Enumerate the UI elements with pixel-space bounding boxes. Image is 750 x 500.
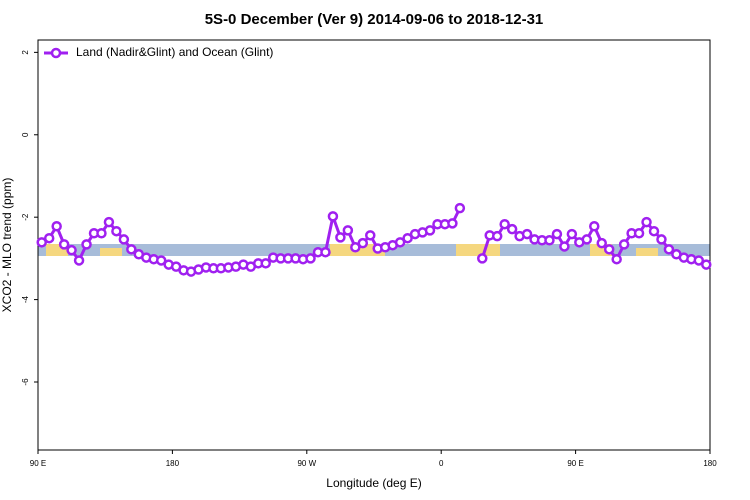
data-point — [357, 237, 369, 249]
data-point — [96, 228, 107, 239]
data-point — [641, 216, 652, 228]
data-point — [551, 228, 563, 240]
data-point — [103, 216, 115, 228]
data-point — [633, 228, 645, 239]
data-point — [350, 242, 361, 253]
legend-marker — [50, 47, 62, 59]
data-point — [73, 255, 85, 266]
data-point — [118, 234, 130, 245]
data-point — [51, 221, 62, 232]
data-point — [499, 218, 510, 230]
x-tick-label: 90 W — [297, 459, 316, 468]
data-point — [155, 255, 167, 266]
data-point — [36, 237, 47, 248]
data-point — [566, 228, 578, 240]
data-point — [491, 230, 503, 242]
y-tick-label: -6 — [21, 378, 30, 386]
data-point — [394, 237, 406, 248]
data-point — [126, 244, 137, 255]
data-point — [454, 202, 466, 214]
data-point — [701, 259, 712, 270]
data-point — [43, 232, 55, 244]
data-point — [402, 232, 413, 244]
data-point — [656, 234, 667, 245]
data-point — [559, 241, 570, 252]
x-tick-label: 0 — [439, 459, 444, 468]
data-point — [521, 228, 533, 240]
data-point — [327, 211, 339, 222]
data-point — [693, 255, 705, 266]
data-point — [618, 239, 630, 250]
data-point — [611, 253, 622, 265]
x-tick-label: 90 E — [567, 459, 583, 468]
data-point — [111, 225, 122, 237]
data-point — [335, 232, 346, 243]
y-tick-label: -2 — [21, 213, 30, 221]
series-line — [41, 207, 707, 274]
x-tick-label: 180 — [166, 459, 180, 468]
data-point — [81, 239, 92, 250]
data-point — [648, 225, 660, 237]
data-point — [365, 230, 376, 241]
data-point — [506, 223, 518, 235]
y-tick-label: 2 — [21, 50, 30, 55]
data-point — [447, 218, 458, 229]
x-axis-label: Longitude (deg E) — [326, 476, 421, 490]
data-point — [477, 253, 488, 264]
data-point — [424, 225, 436, 236]
data-point — [581, 234, 593, 245]
data-point — [58, 239, 70, 250]
data-point — [663, 244, 675, 255]
data-point — [320, 246, 331, 258]
data-point — [544, 235, 555, 246]
data-point — [66, 244, 77, 256]
data-point — [589, 221, 600, 232]
data-point — [260, 258, 271, 269]
data-point — [603, 244, 615, 255]
y-tick-label: 0 — [21, 132, 30, 137]
data-point — [305, 253, 316, 264]
legend-label: Land (Nadir&Glint) and Ocean (Glint) — [76, 45, 273, 59]
data-point — [596, 237, 607, 249]
y-tick-label: -4 — [21, 295, 30, 303]
data-point — [342, 225, 354, 236]
x-tick-label: 180 — [703, 459, 717, 468]
chart-title: 5S-0 December (Ver 9) 2014-09-06 to 2018… — [205, 11, 544, 28]
y-axis-label: XCO2 - MLO trend (ppm) — [0, 178, 14, 313]
x-tick-label: 90 E — [30, 459, 46, 468]
legend: Land (Nadir&Glint) and Ocean (Glint) — [44, 45, 273, 59]
